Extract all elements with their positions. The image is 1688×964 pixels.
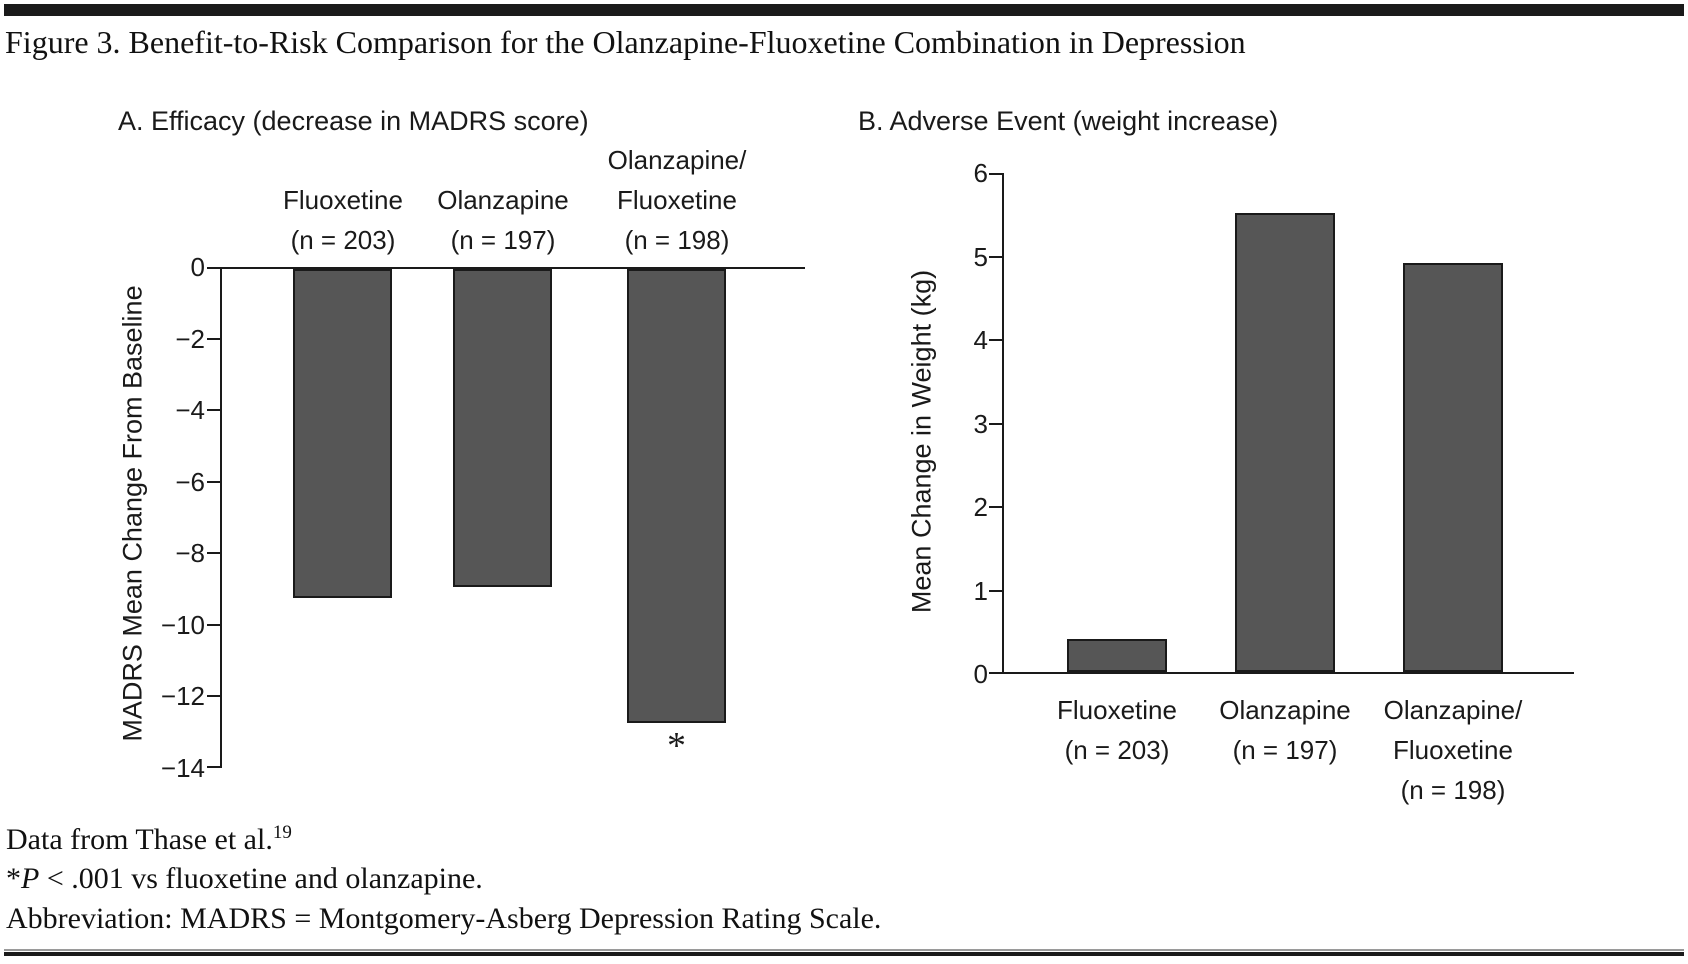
bottom-rule-light [4, 949, 1684, 951]
bar-efficacy-fluoxetine [293, 269, 392, 598]
panel-b-tick-mark [989, 173, 1002, 175]
panel-a-tick-mark [207, 624, 220, 626]
panel-b-tick-mark [989, 339, 1002, 341]
bar-weight-combination [1403, 263, 1503, 672]
panel-a-ytick-5: −10 [160, 610, 205, 640]
footnote-significance: *P < .001 vs fluoxetine and olanzapine. [6, 862, 1406, 896]
panel-a-group-label-combination: Olanzapine/ Fluoxetine (n = 198) [557, 140, 797, 260]
panel-b-ytick-4: 4 [973, 325, 988, 355]
panel-b-ytick-5: 5 [973, 242, 988, 272]
group-label-line: Fluoxetine [617, 185, 737, 215]
panel-a-ytick-6: −12 [160, 681, 205, 711]
panel-b-title: B. Adverse Event (weight increase) [858, 106, 1279, 136]
panel-b-ytick-2: 2 [973, 492, 988, 522]
group-label-line: Fluoxetine [283, 185, 403, 215]
footnote-p-symbol: P [21, 862, 40, 895]
panel-b-group-label-olanzapine: Olanzapine (n = 197) [1165, 690, 1405, 770]
bottom-rule-dark [4, 952, 1684, 956]
panel-b-tick-mark [989, 672, 1002, 674]
panel-a-zero-line [220, 267, 805, 269]
panel-a-title: A. Efficacy (decrease in MADRS score) [118, 106, 589, 136]
panel-a-tick-mark [207, 338, 220, 340]
panel-a-ytick-4: −8 [175, 538, 205, 568]
figure-title: Figure 3. Benefit-to-Risk Comparison for… [5, 24, 1246, 60]
panel-b-tick-mark [989, 506, 1002, 508]
panel-a-group-label-fluoxetine: Fluoxetine (n = 203) [223, 180, 463, 260]
group-label-line: (n = 197) [450, 225, 556, 255]
group-label-line: Olanzapine [437, 185, 569, 215]
footnote-source: Data from Thase et al.19 [6, 822, 1406, 857]
group-label-line: (n = 203) [290, 225, 396, 255]
group-label-line: Olanzapine/ [607, 145, 747, 175]
panel-a-tick-mark [207, 409, 220, 411]
panel-a-ytick-7: −14 [160, 753, 205, 783]
panel-a-tick-mark [207, 552, 220, 554]
footnote-abbreviation: Abbreviation: MADRS = Montgomery-Asberg … [6, 902, 882, 935]
panel-b-group-label-fluoxetine: Fluoxetine (n = 203) [997, 690, 1237, 770]
group-label-line: Olanzapine/ [1383, 695, 1523, 725]
panel-a-tick-mark [207, 766, 220, 768]
panel-b-group-label-combination: Olanzapine/ Fluoxetine (n = 198) [1333, 690, 1573, 810]
panel-a-tick-mark [207, 267, 220, 269]
panel-a-tick-mark [207, 481, 220, 483]
group-label-line: Fluoxetine [1057, 695, 1177, 725]
panel-a-plot-area [207, 267, 805, 768]
group-label-line: (n = 197) [1232, 735, 1338, 765]
panel-b-plot-area [989, 173, 1574, 674]
panel-b-tick-mark [989, 423, 1002, 425]
group-label-line: Fluoxetine [1393, 735, 1513, 765]
panel-a-group-label-olanzapine: Olanzapine (n = 197) [383, 180, 623, 260]
bar-efficacy-olanzapine [453, 269, 552, 587]
group-label-line: (n = 198) [624, 225, 730, 255]
panel-b-tick-mark [989, 256, 1002, 258]
panel-b-ytick-0: 0 [973, 659, 988, 689]
top-rule [4, 4, 1684, 16]
footnote-p-value-text: < .001 vs fluoxetine and olanzapine. [39, 862, 483, 895]
significance-asterisk: * [667, 725, 686, 767]
footnote-reference-number: 19 [272, 822, 292, 843]
panel-a-ytick-1: −2 [175, 324, 205, 354]
group-label-line: Olanzapine [1219, 695, 1351, 725]
panel-b-zero-line [1002, 672, 1574, 674]
panel-a-y-axis-line [220, 267, 222, 768]
group-label-line: (n = 198) [1400, 775, 1506, 805]
panel-b-y-axis-line [1002, 173, 1004, 674]
bar-weight-olanzapine [1235, 213, 1335, 672]
panel-b-ytick-6: 6 [973, 158, 988, 188]
panel-a-ytick-2: −4 [175, 395, 205, 425]
panel-a-ytick-0: 0 [190, 252, 205, 282]
panel-a-tick-mark [207, 695, 220, 697]
panel-b-ytick-3: 3 [973, 409, 988, 439]
footnote-source-text: Data from Thase et al. [6, 823, 273, 856]
group-label-line: (n = 203) [1064, 735, 1170, 765]
panel-b-ytick-1: 1 [973, 576, 988, 606]
panel-b-tick-mark [989, 590, 1002, 592]
bar-weight-fluoxetine [1067, 639, 1167, 672]
bar-efficacy-combination [627, 269, 726, 723]
footnote-asterisk: * [6, 862, 21, 895]
panel-a-ytick-3: −6 [175, 467, 205, 497]
